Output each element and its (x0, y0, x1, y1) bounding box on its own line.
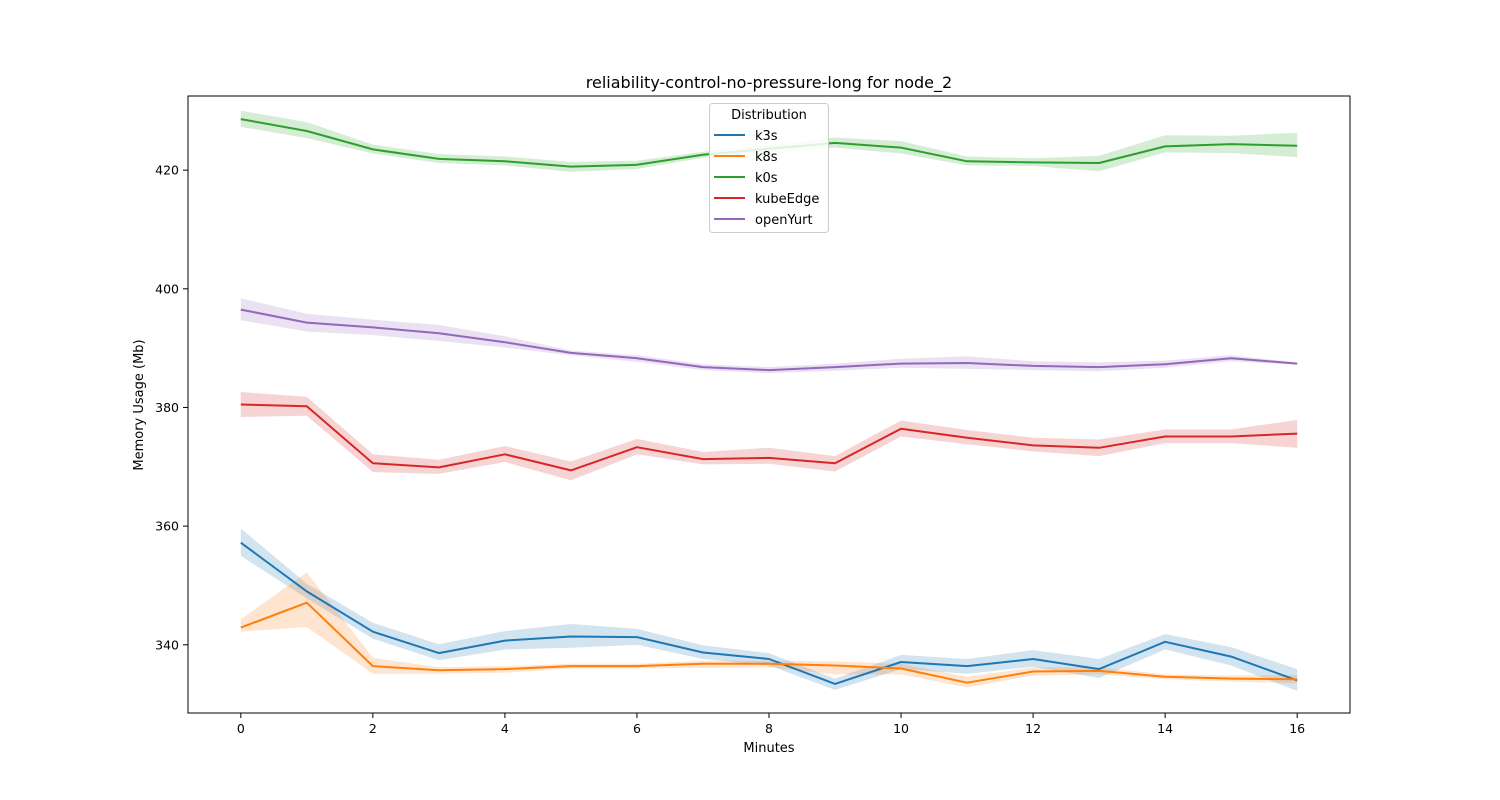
x-tick-label: 0 (237, 721, 245, 736)
legend-label: openYurt (755, 213, 813, 228)
band-k0s (240, 110, 1298, 172)
band-k3s (240, 528, 1298, 691)
band-kubeedge (240, 392, 1298, 481)
y-axis-label: Memory Usage (Mb) (132, 339, 147, 470)
x-axis-ticks: 0 2 4 6 8 10 12 14 16 (237, 713, 1305, 736)
legend-label: kubeEdge (755, 192, 819, 207)
x-tick-label: 16 (1289, 721, 1305, 736)
chart-title: reliability-control-no-pressure-long for… (586, 73, 952, 93)
legend-label: k0s (755, 171, 778, 186)
y-tick-label: 420 (155, 163, 179, 178)
y-tick-label: 400 (155, 281, 179, 296)
legend-label: k3s (755, 129, 778, 144)
x-tick-label: 10 (893, 721, 909, 736)
y-tick-label: 380 (155, 400, 179, 415)
x-tick-label: 12 (1025, 721, 1041, 736)
y-tick-label: 360 (155, 519, 179, 534)
legend-title: Distribution (731, 108, 807, 123)
x-tick-label: 14 (1157, 721, 1173, 736)
x-tick-label: 2 (369, 721, 377, 736)
x-tick-label: 8 (765, 721, 773, 736)
x-tick-label: 6 (633, 721, 641, 736)
x-tick-label: 4 (501, 721, 509, 736)
y-axis-ticks: 340 360 380 400 420 (155, 163, 188, 652)
legend-label: k8s (755, 150, 778, 165)
legend: Distribution k3s k8s k0s kubeEdge openYurt (709, 103, 829, 233)
y-tick-label: 340 (155, 637, 179, 652)
x-axis-label: Minutes (743, 741, 794, 756)
